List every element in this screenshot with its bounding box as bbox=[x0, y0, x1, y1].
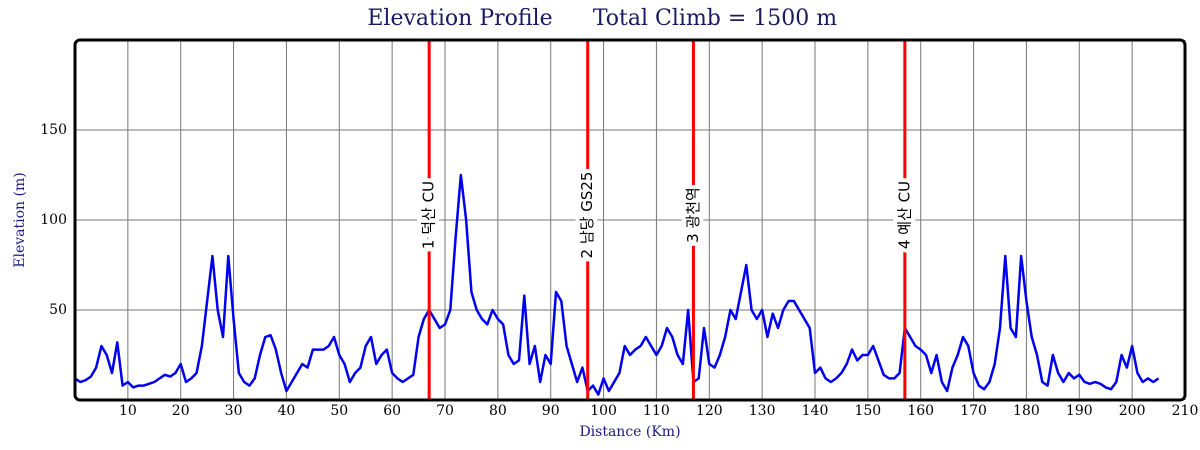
x-tick-label: 10 bbox=[119, 403, 137, 419]
x-tick-label: 190 bbox=[1066, 403, 1093, 419]
x-tick-label: 80 bbox=[489, 403, 507, 419]
y-tick-label: 150 bbox=[40, 122, 67, 138]
x-tick-label: 110 bbox=[643, 403, 670, 419]
x-tick-label: 170 bbox=[960, 403, 987, 419]
y-tick-label: 50 bbox=[49, 302, 67, 318]
waypoint-label: 1 덕산 CU bbox=[420, 181, 438, 249]
elevation-line bbox=[74, 173, 1160, 396]
plot-frame bbox=[73, 38, 1187, 402]
x-axis-label: Distance (Km) bbox=[579, 424, 680, 440]
plot: 1 덕산 CU 2 남당 GS25 3 광천역 4 예산 CU bbox=[74, 40, 1160, 400]
x-tick-label: 130 bbox=[749, 403, 776, 419]
waypoint-label: 4 예산 CU bbox=[895, 181, 913, 249]
waypoint-label: 2 남당 GS25 bbox=[578, 172, 596, 259]
grid bbox=[75, 40, 1186, 400]
x-tick-label: 60 bbox=[383, 403, 401, 419]
x-tick-label: 180 bbox=[1013, 403, 1040, 419]
x-tick-label: 140 bbox=[802, 403, 829, 419]
x-tick-label: 90 bbox=[542, 403, 560, 419]
y-axis-label: Elevation (m) bbox=[12, 172, 28, 267]
x-tick-label: 40 bbox=[278, 403, 296, 419]
waypoint-label: 3 광천역 bbox=[684, 187, 702, 243]
x-tick-label: 200 bbox=[1119, 403, 1146, 419]
y-tick-label: 100 bbox=[40, 212, 67, 228]
x-tick-label: 30 bbox=[225, 403, 243, 419]
x-tick-label: 50 bbox=[330, 403, 348, 419]
x-tick-label: 160 bbox=[907, 403, 934, 419]
total-climb: Total Climb = 1500 m bbox=[593, 6, 837, 31]
x-tick-label: 120 bbox=[696, 403, 723, 419]
x-tick-label: 150 bbox=[854, 403, 881, 419]
x-tick-label: 210 bbox=[1172, 403, 1199, 419]
x-tick-label: 70 bbox=[436, 403, 454, 419]
chart-title: Elevation Profile bbox=[367, 6, 552, 31]
x-tick-label: 100 bbox=[590, 403, 617, 419]
x-tick-label: 20 bbox=[172, 403, 190, 419]
